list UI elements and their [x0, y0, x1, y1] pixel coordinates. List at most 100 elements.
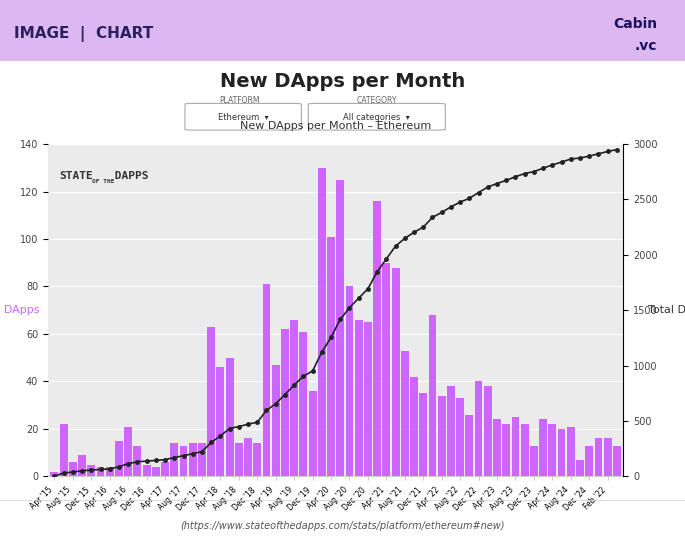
Bar: [355, 320, 362, 476]
Bar: [137, 0, 144, 61]
Text: New DApps per Month – Ethereum: New DApps per Month – Ethereum: [240, 121, 432, 131]
Bar: [142, 465, 151, 476]
Bar: [418, 0, 425, 61]
Bar: [363, 0, 370, 61]
Bar: [96, 0, 103, 61]
Bar: [429, 315, 436, 476]
FancyBboxPatch shape: [185, 104, 301, 130]
Bar: [610, 0, 616, 61]
Bar: [336, 0, 342, 61]
Bar: [404, 0, 411, 61]
Bar: [364, 322, 372, 476]
Bar: [411, 0, 418, 61]
Bar: [152, 467, 160, 476]
Bar: [507, 0, 514, 61]
Bar: [7, 0, 14, 61]
Bar: [130, 0, 137, 61]
Text: New DApps per Month: New DApps per Month: [220, 71, 465, 91]
Bar: [134, 445, 141, 476]
Bar: [671, 0, 678, 61]
Bar: [651, 0, 658, 61]
Bar: [527, 0, 534, 61]
Bar: [438, 396, 446, 476]
Bar: [479, 0, 486, 61]
Bar: [664, 0, 671, 61]
Bar: [539, 419, 547, 476]
Bar: [55, 0, 62, 61]
Bar: [27, 0, 34, 61]
Text: CATEGORY: CATEGORY: [356, 96, 397, 105]
Bar: [534, 0, 541, 61]
Bar: [327, 237, 335, 476]
Bar: [530, 445, 538, 476]
Bar: [206, 0, 212, 61]
Text: DAPPS: DAPPS: [108, 171, 149, 181]
Text: (https://www.stateofthedapps.com/stats/platform/ethereum#new): (https://www.stateofthedapps.com/stats/p…: [180, 521, 505, 531]
Bar: [658, 0, 664, 61]
Bar: [110, 0, 116, 61]
Bar: [514, 0, 521, 61]
Bar: [322, 0, 329, 61]
Bar: [288, 0, 295, 61]
Text: All categories  ▾: All categories ▾: [343, 112, 410, 122]
Bar: [452, 0, 459, 61]
Bar: [342, 0, 349, 61]
Bar: [318, 168, 326, 476]
FancyBboxPatch shape: [308, 104, 445, 130]
Bar: [272, 365, 279, 476]
Bar: [185, 0, 192, 61]
Bar: [105, 467, 114, 476]
Bar: [253, 443, 261, 476]
Bar: [14, 0, 21, 61]
Bar: [589, 0, 596, 61]
Bar: [603, 0, 610, 61]
Bar: [613, 445, 621, 476]
Bar: [198, 443, 206, 476]
Bar: [301, 0, 308, 61]
Bar: [75, 0, 82, 61]
Bar: [34, 0, 41, 61]
Bar: [447, 386, 455, 476]
Bar: [82, 0, 89, 61]
Bar: [486, 0, 493, 61]
Bar: [384, 0, 390, 61]
Bar: [78, 455, 86, 476]
Bar: [425, 0, 432, 61]
Bar: [41, 0, 48, 61]
Bar: [630, 0, 637, 61]
Bar: [465, 415, 473, 476]
Bar: [69, 462, 77, 476]
Bar: [329, 0, 336, 61]
FancyBboxPatch shape: [0, 0, 685, 61]
Bar: [585, 445, 593, 476]
Bar: [445, 0, 452, 61]
Bar: [349, 0, 356, 61]
Bar: [161, 462, 169, 476]
Bar: [262, 284, 271, 476]
Bar: [48, 0, 55, 61]
Bar: [401, 351, 409, 476]
Bar: [493, 419, 501, 476]
Bar: [637, 0, 644, 61]
Bar: [123, 0, 130, 61]
Bar: [89, 0, 96, 61]
Text: Ethereum  ▾: Ethereum ▾: [218, 112, 269, 122]
Bar: [432, 0, 438, 61]
Bar: [370, 0, 377, 61]
Bar: [308, 0, 315, 61]
Bar: [212, 0, 219, 61]
Bar: [178, 0, 185, 61]
Bar: [233, 0, 240, 61]
Bar: [295, 0, 301, 61]
Text: OF THE: OF THE: [92, 179, 115, 184]
Bar: [558, 429, 566, 476]
Bar: [171, 443, 178, 476]
Bar: [60, 424, 68, 476]
Bar: [575, 0, 582, 61]
Bar: [541, 0, 548, 61]
Bar: [216, 367, 224, 476]
Bar: [493, 0, 500, 61]
Text: .vc: .vc: [635, 39, 658, 53]
Bar: [473, 0, 480, 61]
Bar: [500, 0, 507, 61]
